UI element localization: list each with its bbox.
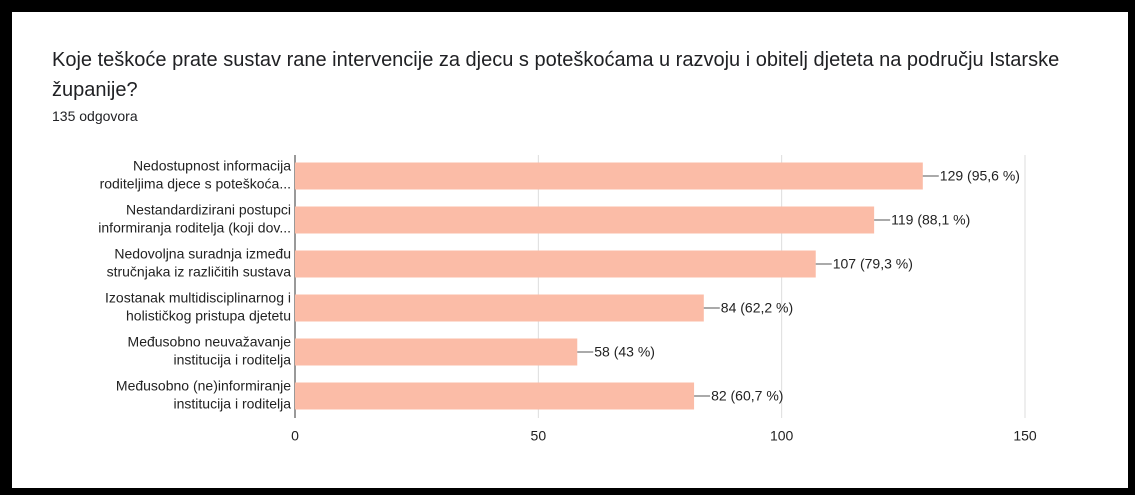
- bar: [295, 382, 695, 410]
- y-tick-label: roditeljima djece s poteškoća...: [100, 176, 291, 192]
- y-tick-label: Nestandardizirani postupci: [126, 202, 291, 218]
- x-tick-label: 50: [531, 428, 547, 444]
- chart-title: Koje teškoće prate sustav rane intervenc…: [52, 49, 1060, 101]
- value-label: 82 (60,7 %): [711, 388, 783, 404]
- y-tick-label: stručnjaka iz različitih sustava: [107, 264, 292, 280]
- bar: [295, 250, 816, 278]
- y-tick-label: Nedostupnost informacija: [133, 158, 291, 174]
- y-tick-label: Izostanak multidisciplinarnog i: [105, 290, 291, 306]
- y-tick-label: institucija i roditelja: [174, 352, 292, 368]
- x-tick-label: 150: [1013, 428, 1037, 444]
- y-tick-label: informiranja roditelja (koji dov...: [98, 220, 291, 236]
- value-label: 107 (79,3 %): [833, 256, 913, 272]
- value-label: 119 (88,1 %): [891, 212, 970, 228]
- value-label: 129 (95,6 %): [940, 168, 1020, 184]
- value-label: 84 (62,2 %): [721, 300, 793, 316]
- x-tick-label: 100: [770, 428, 794, 444]
- x-tick-label: 0: [291, 428, 299, 444]
- bar: [295, 338, 578, 366]
- y-tick-label: institucija i roditelja: [174, 396, 292, 412]
- y-tick-label: Nedovoljna suradnja između: [114, 246, 291, 262]
- y-tick-label: Međusobno (ne)informiranje: [116, 378, 291, 394]
- chart-subtitle: 135 odgovora: [52, 108, 138, 124]
- bar: [295, 206, 875, 234]
- bar: [295, 162, 923, 190]
- y-tick-label: Međusobno neuvažavanje: [128, 334, 292, 350]
- y-tick-label: holističkog pristupa djetetu: [126, 308, 291, 324]
- bar: [295, 294, 704, 322]
- value-label: 58 (43 %): [594, 344, 655, 360]
